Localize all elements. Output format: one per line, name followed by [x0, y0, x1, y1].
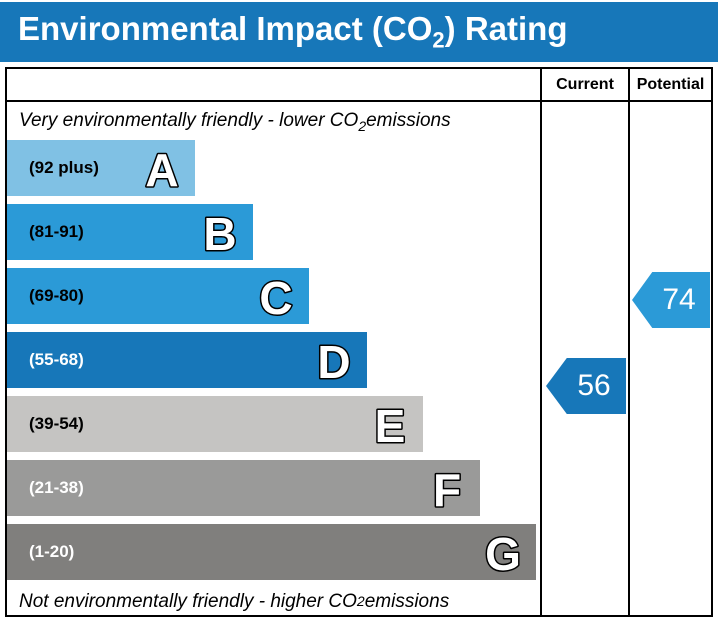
- svg-text:G: G: [485, 528, 521, 578]
- band-range-label: (92 plus): [29, 158, 99, 177]
- band-bar-b: (81-91) B: [7, 204, 253, 260]
- svg-text:E: E: [375, 400, 406, 450]
- band-bar-d: (55-68) D: [7, 332, 367, 388]
- potential-arrow: 74: [632, 272, 710, 328]
- rating-table: Current Potential Very environmentally f…: [5, 67, 713, 617]
- band-letter-g: G: [484, 527, 523, 579]
- band-range-label: (81-91): [29, 222, 84, 241]
- band-letter-a: A: [144, 143, 180, 195]
- band-bar-f: (21-38) F: [7, 460, 480, 516]
- table-body: Very environmentally friendly - lower CO…: [7, 102, 711, 615]
- band-row-d: (55-68) D: [7, 332, 540, 388]
- band-bar-e: (39-54) E: [7, 396, 423, 452]
- bottom-note-co2-subscript: 2: [356, 593, 365, 609]
- band-row-f: (21-38) F: [7, 460, 540, 516]
- title-bar: Environmental Impact (CO2) Rating: [0, 2, 718, 62]
- current-arrow: 56: [546, 358, 626, 414]
- current-column: 56: [540, 102, 628, 615]
- band-range-label: (1-20): [29, 542, 75, 561]
- svg-text:C: C: [259, 272, 292, 322]
- band-range-label: (21-38): [29, 478, 84, 497]
- band-letter-d: D: [316, 335, 352, 387]
- band-letter-f: F: [431, 463, 462, 515]
- column-header-current: Current: [540, 69, 628, 100]
- band-range-label: (39-54): [29, 414, 84, 433]
- band-letter-c: C: [258, 271, 294, 323]
- band-letter-e: E: [373, 399, 407, 451]
- svg-text:F: F: [433, 464, 461, 514]
- column-header-potential: Potential: [628, 69, 711, 100]
- bottom-note: Not environmentally friendly - higher CO…: [7, 588, 540, 615]
- chart-column-spacer: [7, 69, 540, 100]
- svg-text:D: D: [317, 336, 350, 386]
- band-bar-c: (69-80) C: [7, 268, 309, 324]
- potential-column: 74: [628, 102, 711, 615]
- table-header-row: Current Potential: [7, 69, 711, 102]
- band-row-a: (92 plus) A: [7, 140, 540, 196]
- top-note: Very environmentally friendly - lower CO…: [7, 102, 540, 140]
- page-title: Environmental Impact (CO2) Rating: [18, 10, 568, 53]
- top-note-co2-subscript: 2: [358, 118, 367, 134]
- band-row-e: (39-54) E: [7, 396, 540, 452]
- band-row-c: (69-80) C: [7, 268, 540, 324]
- current-value: 56: [577, 369, 611, 402]
- band-bar-a: (92 plus) A: [7, 140, 195, 196]
- potential-value: 74: [662, 283, 696, 316]
- title-co2-subscript: 2: [432, 27, 445, 53]
- band-letter-b: B: [202, 207, 238, 259]
- bands-chart-area: Very environmentally friendly - lower CO…: [7, 102, 540, 615]
- band-row-g: (1-20) G: [7, 524, 540, 580]
- band-bar-g: (1-20) G: [7, 524, 536, 580]
- band-range-label: (69-80): [29, 286, 84, 305]
- band-row-b: (81-91) B: [7, 204, 540, 260]
- svg-text:B: B: [203, 208, 236, 258]
- svg-text:A: A: [145, 144, 178, 194]
- band-range-label: (55-68): [29, 350, 84, 369]
